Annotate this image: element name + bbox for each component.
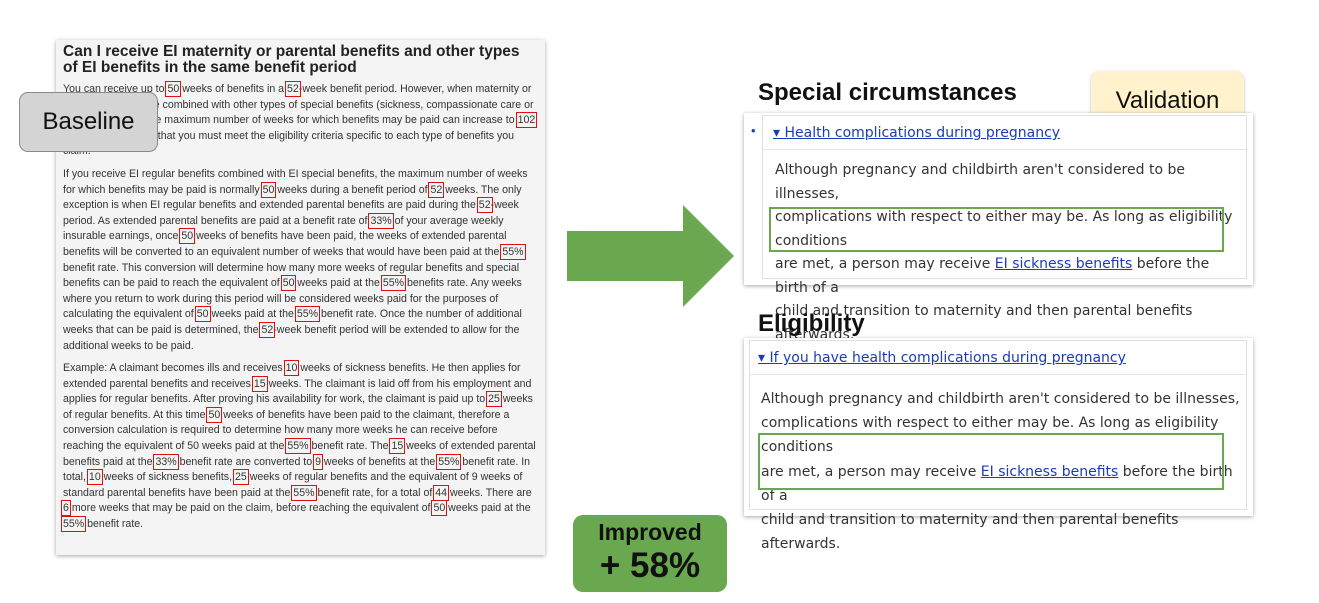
- highlighted-number: 9: [313, 453, 323, 470]
- special-highlight-box: [769, 207, 1224, 252]
- baseline-paragraph-2: If you receive EI regular benefits combi…: [63, 167, 538, 354]
- highlighted-number: 25: [233, 469, 249, 486]
- eligibility-card: ▾ If you have health complications durin…: [744, 338, 1253, 552]
- baseline-paragraph-1: You can receive up to 50 weeks of benefi…: [63, 81, 538, 160]
- bullet-icon: •: [751, 123, 756, 138]
- text-segment: weeks of regular benefits. At this time: [63, 393, 533, 421]
- text-segment: weeks paid at the: [208, 308, 297, 321]
- text-segment: weeks of extended parental benefits paid…: [63, 440, 536, 468]
- text-segment: weeks. There are: [447, 486, 532, 499]
- eligibility-details-header[interactable]: ▾ If you have health complications durin…: [750, 341, 1246, 375]
- text-segment: weeks of benefits have been paid to the …: [63, 408, 510, 453]
- highlighted-number: 50: [194, 306, 211, 323]
- highlighted-number: 50: [260, 181, 277, 198]
- highlighted-number: 50: [165, 81, 182, 97]
- highlighted-number: 52: [285, 81, 301, 97]
- text-segment: -week benefit period will be extended to…: [63, 323, 520, 352]
- text-segment: Example: A claimant becomes ills and rec…: [63, 362, 286, 375]
- special-line-2: complications with respect to either may…: [775, 209, 1233, 249]
- text-segment: benefit rate.: [84, 518, 144, 531]
- text-segment: weeks during a benefit period of: [274, 183, 431, 196]
- highlighted-number: 50: [179, 228, 196, 245]
- highlighted-number: 102: [515, 112, 538, 129]
- special-details-panel: ▾ Health complications during pregnancy: [762, 115, 1247, 279]
- eligibility-highlight-box: [758, 433, 1224, 490]
- special-line-1: Although pregnancy and childbirth aren't…: [775, 162, 1185, 202]
- highlighted-number: 55%: [380, 275, 407, 292]
- text-segment: weeks. The only exception is when EI reg…: [63, 183, 522, 212]
- baseline-document: Can I receive EI maternity or parental b…: [56, 40, 545, 555]
- text-segment: weeks of sickness benefits,: [100, 471, 235, 484]
- highlighted-number: 55%: [60, 516, 87, 533]
- highlighted-number: 44: [433, 484, 449, 501]
- highlighted-number: 52: [428, 181, 445, 198]
- text-segment: weeks paid at the: [294, 277, 383, 290]
- text-segment: benefit rate. The: [308, 440, 392, 453]
- text-segment: weeks of benefits in a: [179, 83, 288, 95]
- text-segment: weeks paid at the: [445, 502, 531, 515]
- highlighted-number: 55%: [291, 484, 317, 501]
- highlighted-number: 55%: [500, 243, 526, 260]
- special-body: Although pregnancy and childbirth aren't…: [775, 159, 1245, 347]
- highlighted-number: 15: [389, 438, 406, 455]
- text-segment: benefit rate, for a total of: [314, 486, 436, 499]
- special-circumstances-heading: Special circumstances: [758, 79, 1017, 106]
- highlighted-number: 52: [476, 197, 493, 214]
- highlighted-number: 6: [61, 500, 71, 517]
- special-line-3: are met, a person may receive EI sicknes…: [775, 256, 1210, 296]
- text-segment: benefit rate. In total,: [63, 455, 531, 484]
- health-complications-link[interactable]: ▾ Health complications during pregnancy: [773, 125, 1061, 141]
- health-complications-pregnancy-link[interactable]: ▾ If you have health complications durin…: [758, 350, 1126, 366]
- text-segment: more weeks that may be paid on the claim…: [68, 502, 434, 515]
- text-segment: benefit rate. This conversion will deter…: [63, 261, 520, 290]
- eligibility-line-2: complications with respect to either may…: [761, 415, 1219, 456]
- highlighted-number: 10: [86, 469, 103, 486]
- highlighted-number: 50: [431, 500, 448, 517]
- text-segment: benefits rate. Any weeks where you retur…: [63, 277, 522, 321]
- highlighted-number: 10: [283, 360, 300, 377]
- special-details-header[interactable]: ▾ Health complications during pregnancy: [763, 116, 1246, 150]
- text-segment: If you receive EI regular benefits combi…: [63, 167, 528, 196]
- right-arrow-icon: [567, 205, 734, 307]
- highlighted-number: 55%: [436, 453, 462, 470]
- eligibility-heading: Eligibility: [758, 310, 865, 337]
- improved-badge: Improved + 58%: [573, 515, 727, 592]
- highlighted-number: 25: [486, 391, 502, 408]
- text-segment: weeks. The claimant is laid off from his…: [63, 377, 532, 406]
- highlighted-number: 50: [280, 275, 297, 292]
- baseline-title: Can I receive EI maternity or parental b…: [63, 43, 520, 76]
- ei-sickness-benefits-link[interactable]: EI sickness benefits: [994, 256, 1133, 272]
- text-segment: of your average weekly insurable earning…: [63, 214, 504, 243]
- highlighted-number: 50: [206, 406, 223, 423]
- baseline-badge: Baseline: [19, 92, 158, 152]
- eligibility-line-4: child and transition to maternity and th…: [761, 512, 1179, 553]
- ei-sickness-benefits-link[interactable]: EI sickness benefits: [980, 463, 1119, 480]
- improved-value: + 58%: [599, 546, 701, 585]
- text-segment: weeks of benefits at the: [320, 455, 439, 468]
- eligibility-line-3: are met, a person may receive EI sicknes…: [761, 463, 1233, 504]
- highlighted-number: 33%: [153, 453, 179, 470]
- highlighted-number: 55%: [285, 438, 311, 455]
- eligibility-line-1: Although pregnancy and childbirth aren't…: [761, 391, 1240, 407]
- special-circumstances-card: • ▾ Health complications during pregnanc…: [744, 113, 1253, 343]
- text-segment: weeks of regular benefits and the equiva…: [63, 471, 523, 499]
- text-segment: -week period. As extended parental benef…: [63, 199, 519, 227]
- highlighted-number: 33%: [368, 212, 394, 229]
- text-segment: benefit rate are converted to: [176, 455, 316, 468]
- highlighted-number: 52: [259, 321, 276, 338]
- baseline-paragraph-3: Example: A claimant becomes ills and rec…: [60, 360, 538, 533]
- text-segment: -week benefit period. However, when mate…: [63, 83, 534, 127]
- highlighted-number: 15: [251, 375, 268, 392]
- eligibility-body: Although pregnancy and childbirth aren't…: [761, 387, 1246, 556]
- text-segment: benefit rate. Once the number of additio…: [63, 308, 522, 336]
- eligibility-details-panel: ▾ If you have health complications durin…: [749, 340, 1247, 510]
- highlighted-number: 55%: [294, 306, 321, 323]
- text-segment: weeks of sickness benefits. He then appl…: [63, 362, 521, 390]
- text-segment: weeks of benefits have been paid, the we…: [63, 230, 507, 258]
- improved-label: Improved: [598, 519, 702, 545]
